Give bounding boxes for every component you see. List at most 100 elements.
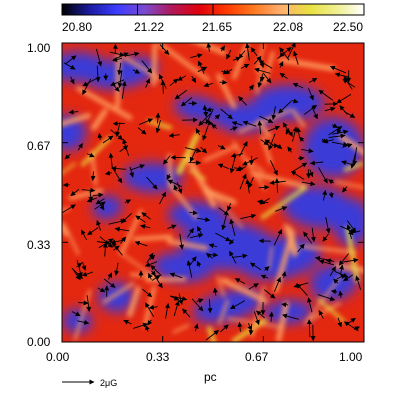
field-vector — [110, 79, 125, 87]
field-vector — [306, 319, 312, 338]
filament — [301, 244, 357, 255]
field-vector — [159, 44, 170, 55]
field-vector — [343, 257, 359, 263]
field-vector — [166, 173, 172, 181]
filament — [345, 226, 360, 283]
field-vector — [322, 189, 328, 201]
field-vector — [330, 289, 338, 295]
low-density-blob — [152, 252, 213, 283]
field-vector — [342, 143, 353, 148]
filament — [237, 108, 292, 134]
field-vector — [122, 138, 130, 156]
scale-bar: 2μG — [62, 378, 117, 388]
field-vector — [346, 220, 357, 233]
field-vector — [155, 120, 161, 134]
field-vector — [97, 199, 105, 211]
field-vector — [114, 226, 130, 232]
field-vector — [221, 213, 228, 231]
x-axis: 0.00 0.33 0.67 1.00 pc — [46, 350, 363, 384]
y-tick-label-3: 1.00 — [27, 41, 51, 55]
filament — [267, 246, 273, 270]
field-vector — [180, 97, 193, 107]
field-vector — [304, 104, 317, 115]
field-vector — [184, 147, 202, 153]
field-vector — [343, 321, 359, 332]
field-vector — [245, 179, 251, 194]
y-tick-label-1: 0.33 — [27, 238, 51, 252]
field-vector — [220, 324, 229, 333]
field-vector — [141, 212, 151, 220]
scale-arrow-label: 2μG — [100, 378, 117, 388]
field-vector — [190, 233, 204, 239]
field-vector — [206, 107, 213, 112]
field-vector — [215, 232, 231, 242]
filament — [334, 180, 364, 189]
field-vector — [268, 133, 276, 151]
field-vector — [329, 266, 336, 277]
field-vector — [120, 236, 127, 244]
filament — [303, 275, 342, 325]
filament — [62, 224, 69, 237]
field-vector — [220, 45, 226, 52]
field-vector — [196, 298, 204, 304]
field-vector — [274, 178, 280, 193]
field-vector — [275, 206, 288, 212]
field-vector — [102, 135, 114, 144]
field-vector — [339, 264, 344, 275]
filament — [184, 153, 217, 208]
field-vector — [88, 191, 94, 202]
field-vector — [95, 65, 101, 83]
filament — [283, 223, 297, 258]
map-ticks — [61, 42, 365, 343]
field-vector — [226, 49, 232, 60]
field-vector — [205, 109, 214, 125]
field-vector — [135, 215, 146, 223]
filament — [62, 162, 76, 175]
low-density-blob — [192, 289, 264, 324]
field-vector — [336, 93, 352, 104]
field-vector — [182, 308, 191, 318]
field-vector — [245, 43, 251, 61]
field-vector — [331, 123, 339, 128]
field-vector — [333, 278, 339, 284]
field-vector — [102, 242, 108, 257]
field-vector — [142, 288, 153, 298]
field-vector — [292, 162, 308, 172]
filament — [216, 73, 237, 110]
field-vector — [309, 160, 324, 166]
field-vector — [308, 169, 314, 178]
field-vector — [154, 275, 163, 289]
filament — [291, 108, 306, 128]
field-vector — [90, 171, 96, 181]
filament — [91, 108, 108, 131]
field-vector — [173, 184, 179, 192]
field-vector — [96, 48, 103, 67]
field-vector — [111, 241, 123, 256]
filament — [176, 132, 200, 175]
field-vector — [212, 287, 218, 296]
filament — [193, 43, 227, 56]
field-vector — [355, 275, 362, 290]
field-vector — [77, 319, 90, 325]
filament — [132, 234, 173, 242]
field-vector — [285, 128, 291, 135]
field-vector — [221, 69, 229, 75]
field-vector — [148, 304, 158, 310]
field-vector — [238, 96, 247, 106]
field-vector — [278, 61, 284, 68]
field-vector — [81, 261, 87, 271]
field-vector — [321, 138, 328, 144]
field-vector — [248, 84, 254, 91]
field-vector — [189, 210, 198, 216]
filament — [62, 222, 80, 255]
field-vector — [331, 141, 349, 147]
field-vector — [187, 227, 194, 238]
field-vector — [80, 229, 87, 241]
field-vector — [301, 181, 316, 187]
filament — [262, 51, 275, 85]
low-density-blob — [62, 309, 93, 334]
filament — [102, 281, 135, 304]
field-vector — [111, 166, 127, 172]
field-vector — [217, 144, 226, 150]
field-vector — [226, 203, 232, 212]
